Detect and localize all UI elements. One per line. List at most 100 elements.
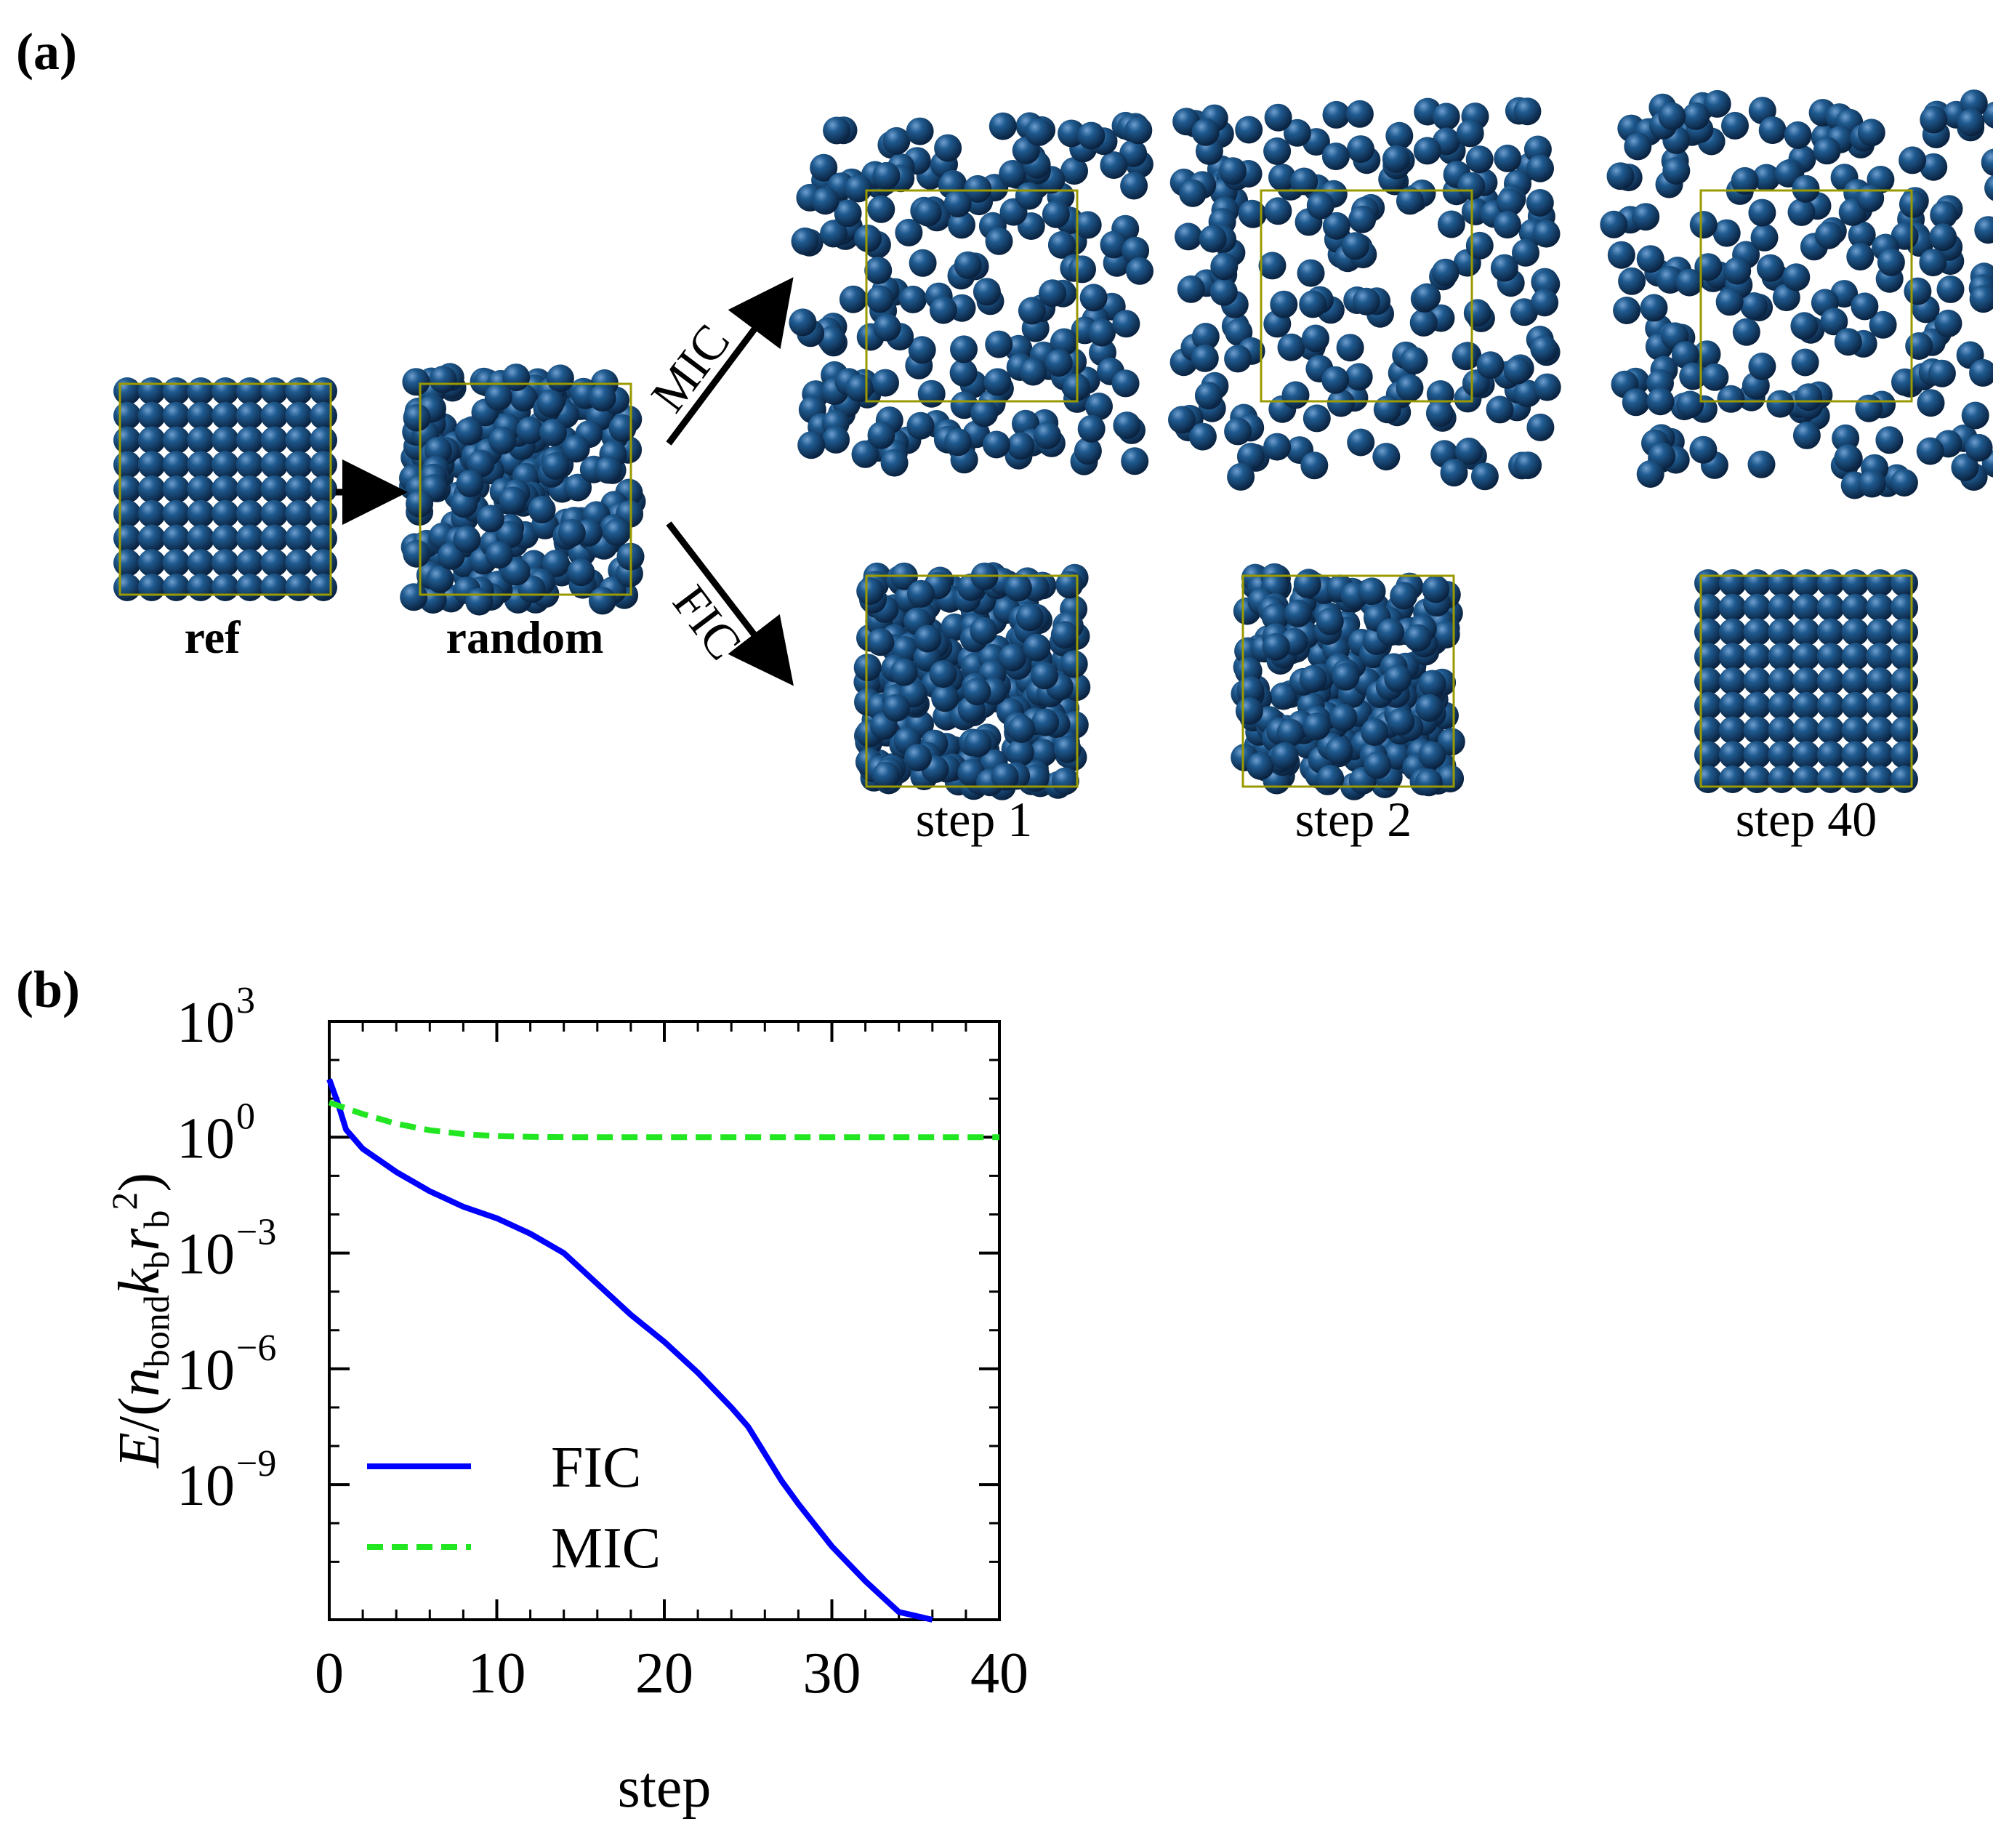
particle	[1235, 697, 1263, 725]
particle	[822, 425, 850, 454]
particle	[1957, 108, 1985, 137]
particle	[1341, 232, 1369, 260]
particle	[1622, 388, 1650, 417]
particle	[1613, 297, 1641, 324]
particle	[1792, 643, 1820, 671]
particle	[1747, 450, 1776, 478]
x-tick-label: 20	[635, 1642, 693, 1706]
caption-step-1: step 1	[916, 792, 1033, 847]
simulation-box	[1260, 189, 1473, 403]
y-tick-label: 10	[177, 991, 235, 1055]
particle	[1034, 422, 1061, 449]
particle	[1039, 279, 1067, 308]
particle	[1512, 238, 1539, 267]
particle	[1463, 299, 1491, 327]
particle	[1112, 310, 1140, 338]
particle	[1792, 174, 1820, 203]
particle	[1718, 691, 1747, 720]
particle	[113, 377, 141, 405]
particle	[1904, 277, 1932, 305]
snapshot-mic-step-2	[1168, 97, 1561, 491]
x-tick-label: 0	[315, 1642, 344, 1706]
particle	[212, 574, 239, 601]
particle	[1297, 259, 1325, 287]
particle	[1768, 741, 1796, 769]
particle	[964, 174, 992, 203]
particle	[403, 539, 431, 568]
particle	[1743, 741, 1771, 769]
particle	[1100, 230, 1128, 259]
particle	[1768, 569, 1796, 597]
plot-frame	[328, 1020, 1001, 1621]
legend-mic-label: MIC	[551, 1516, 661, 1580]
particle	[1816, 569, 1845, 597]
x-axis-label: step	[618, 1756, 712, 1820]
particle	[260, 475, 289, 503]
particle	[260, 451, 289, 479]
particle	[1816, 643, 1845, 671]
particle	[1325, 736, 1353, 765]
particle	[1743, 618, 1771, 646]
particle	[1743, 667, 1771, 695]
particle	[1276, 718, 1305, 747]
particle	[1490, 254, 1518, 282]
particle	[1750, 223, 1779, 252]
particle	[1306, 191, 1334, 220]
particle	[1372, 443, 1401, 471]
particle	[260, 499, 289, 528]
particle	[1675, 268, 1704, 297]
particle	[212, 401, 239, 430]
particle	[1361, 718, 1389, 746]
particle	[1476, 351, 1505, 379]
particle	[1891, 667, 1918, 695]
particle	[539, 418, 567, 446]
particle	[1113, 411, 1141, 440]
particle	[1455, 437, 1483, 465]
x-axis-ticks: 0 10 20 30 40	[315, 1021, 1028, 1706]
particle	[1969, 358, 1993, 387]
particle	[1866, 691, 1894, 720]
particle	[1712, 219, 1741, 247]
particle	[1866, 716, 1894, 744]
particle	[909, 249, 937, 277]
snapshot-fic-step-1	[853, 562, 1091, 800]
particle	[1916, 437, 1944, 465]
particle	[310, 401, 337, 430]
particle	[1437, 728, 1465, 756]
particle	[187, 549, 215, 577]
particle	[1930, 201, 1958, 229]
particle	[1513, 97, 1542, 126]
particle	[162, 401, 190, 430]
particle	[502, 558, 531, 586]
particle	[954, 251, 982, 279]
particle	[1532, 220, 1561, 248]
particle	[845, 374, 874, 402]
particle	[1919, 249, 1947, 277]
particle	[1382, 145, 1410, 173]
particle	[403, 403, 431, 432]
particle	[1486, 395, 1514, 424]
particle	[594, 456, 622, 484]
panel-b-label: (b)	[16, 960, 80, 1019]
caption-step-2: step 2	[1295, 792, 1412, 847]
particle	[1262, 632, 1290, 661]
particle	[1981, 148, 1993, 177]
particle	[162, 524, 190, 553]
particle	[1531, 289, 1559, 317]
series-line-mic	[328, 1099, 999, 1141]
particle	[162, 549, 190, 577]
particle	[882, 694, 910, 722]
particle	[1768, 618, 1796, 646]
particle	[1857, 118, 1885, 147]
particle	[1856, 184, 1885, 212]
simulation-box	[1241, 574, 1455, 788]
particle	[1715, 288, 1744, 316]
particle	[823, 116, 851, 145]
particle	[1732, 318, 1760, 346]
particle	[1792, 766, 1820, 793]
particle	[1100, 151, 1128, 180]
particle	[1077, 414, 1106, 443]
particle	[1784, 121, 1812, 149]
mic-arrow	[666, 277, 794, 446]
particle	[1792, 421, 1821, 449]
